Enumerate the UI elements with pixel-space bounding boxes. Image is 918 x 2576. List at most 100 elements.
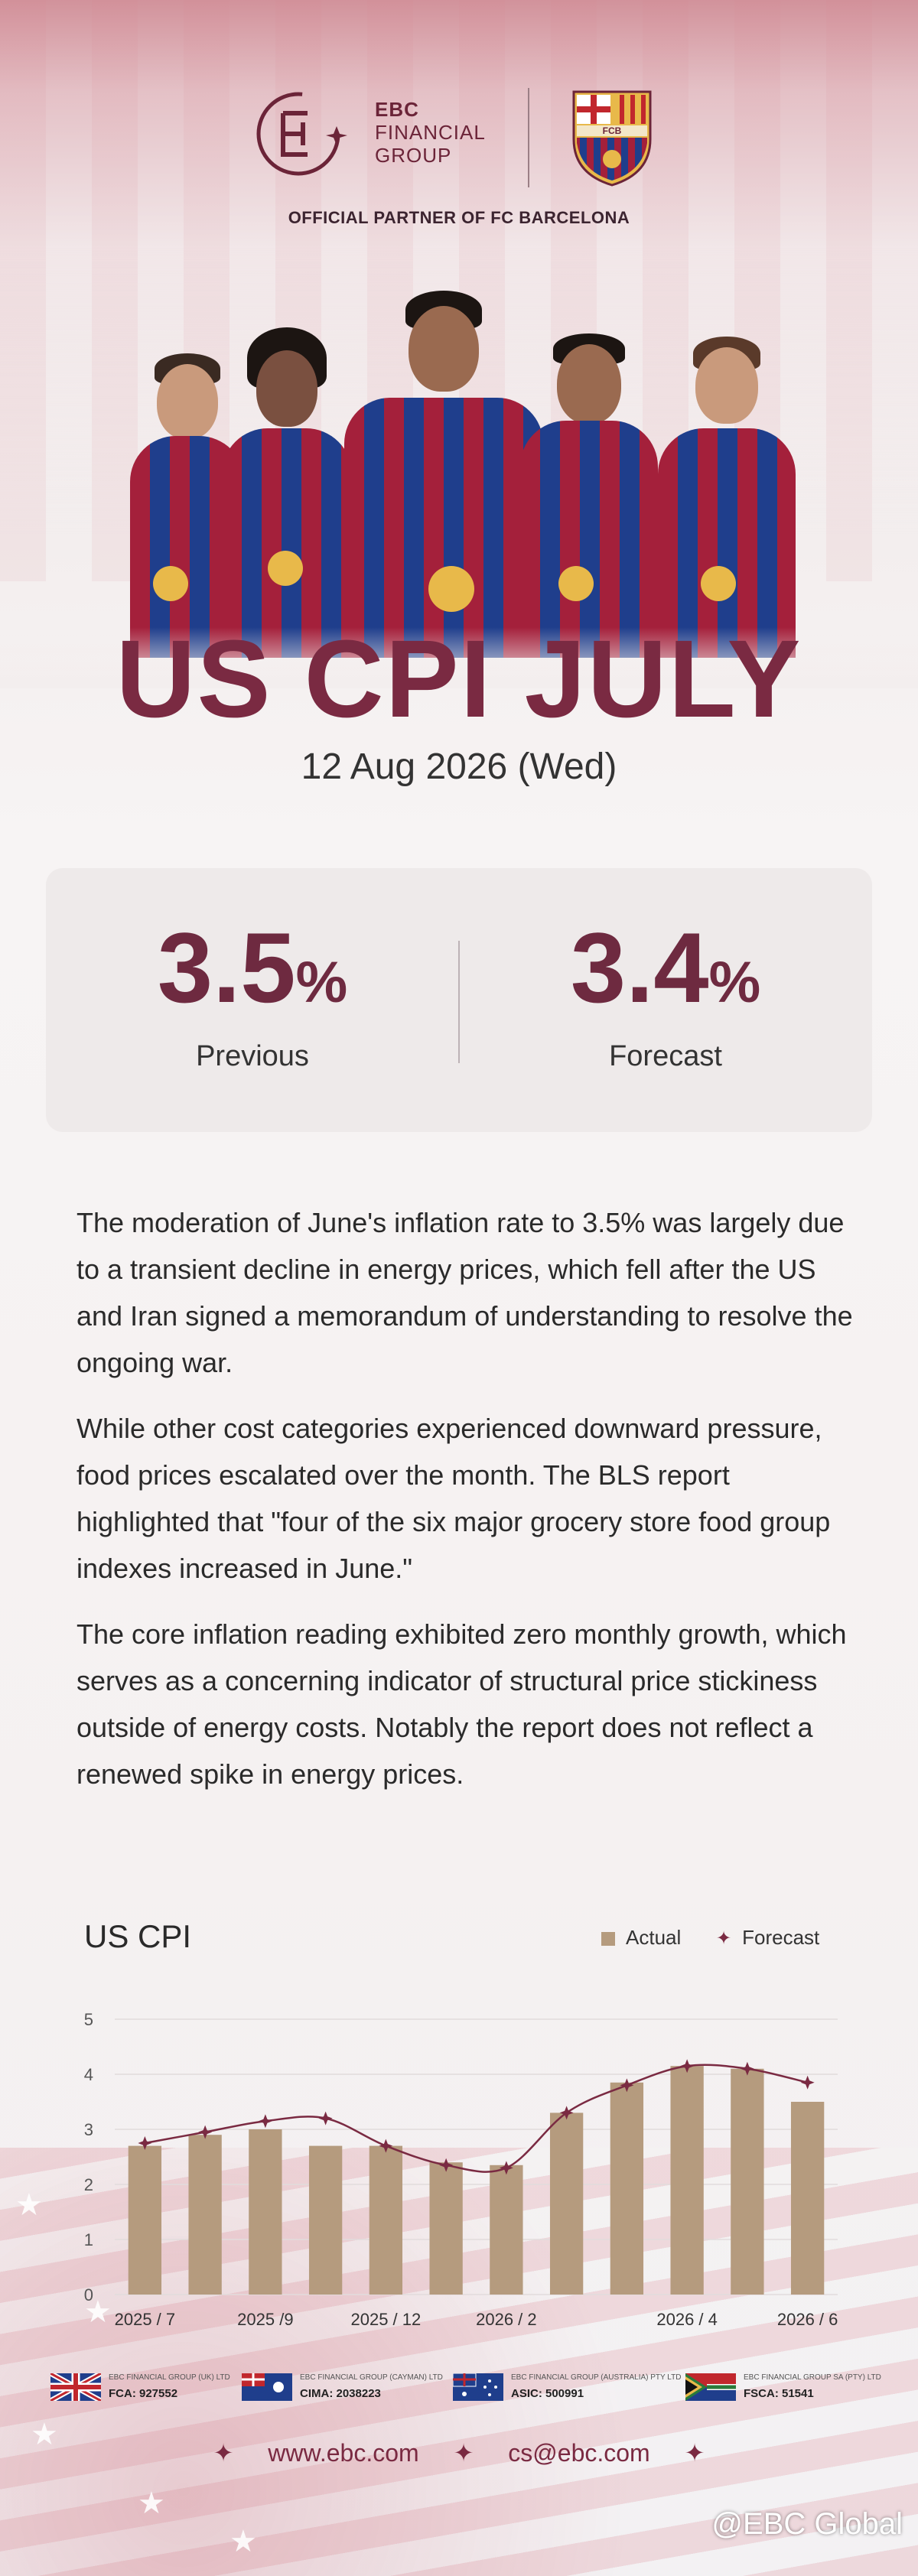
stats-divider	[458, 941, 460, 1063]
x-tick-label: 2026 / 2	[476, 2310, 537, 2325]
y-tick-label: 1	[84, 2230, 93, 2249]
y-tick-label: 5	[84, 2010, 93, 2029]
forecast-point	[198, 2125, 213, 2139]
bar	[308, 2145, 343, 2295]
bar	[610, 2082, 644, 2295]
ebc-logo-icon	[256, 92, 347, 176]
y-tick-label: 0	[84, 2285, 93, 2304]
legend-forecast: ✦ Forecast	[716, 1926, 819, 1950]
player-figure	[520, 314, 658, 658]
sparkle-icon: ✦	[453, 2439, 474, 2467]
previous-number: 3.5	[157, 912, 296, 1023]
event-date: 12 Aug 2026 (Wed)	[301, 746, 617, 787]
sparkle-icon: ✦	[213, 2439, 234, 2467]
watermark: @EBC Global	[711, 2507, 903, 2541]
forecast-line	[145, 2064, 808, 2173]
paragraph-2: While other cost categories experienced …	[76, 1413, 831, 1584]
forecast-point	[258, 2114, 272, 2129]
contact-bar: ✦ www.ebc.com ✦ cs@ebc.com ✦	[0, 2438, 918, 2467]
sparkle-icon: ✦	[684, 2439, 705, 2467]
x-tick-label: 2025 /9	[237, 2310, 293, 2325]
forecast-point	[318, 2111, 333, 2126]
bar	[369, 2145, 403, 2295]
website-link[interactable]: www.ebc.com	[268, 2439, 419, 2467]
paragraph-1: The moderation of June's inflation rate …	[76, 1207, 853, 1378]
logo-divider	[528, 88, 529, 187]
cpi-chart: 0 1 2 3 4 5 2025 / 7 2025 /9 2025 / 12 2026 / 2 20…	[84, 2010, 838, 2325]
legend-actual-label: Actual	[626, 1926, 682, 1949]
y-tick-label: 2	[84, 2175, 93, 2194]
paragraph-3: The core inflation reading exhibited zer…	[76, 1618, 847, 1790]
star-icon: ★	[31, 2417, 58, 2452]
forecast-number: 3.4	[570, 912, 709, 1023]
forecast-point	[680, 2059, 695, 2073]
partner-tagline: OFFICIAL PARTNER OF FC BARCELONA	[288, 208, 630, 227]
player-figure	[344, 291, 543, 658]
previous-stat: 3.5% Previous	[46, 868, 459, 1132]
bar	[128, 2145, 162, 2295]
forecast-point	[138, 2136, 152, 2150]
bar	[731, 2068, 764, 2295]
x-tick-label: 2026 / 6	[777, 2310, 838, 2325]
bar	[670, 2066, 704, 2295]
star-icon: ★	[230, 2524, 257, 2559]
forecast-point	[379, 2139, 393, 2153]
bar	[790, 2102, 825, 2295]
brand-line-2: FINANCIAL	[375, 121, 486, 144]
forecast-point	[559, 2106, 574, 2120]
forecast-unit: %	[708, 950, 761, 1015]
bar	[549, 2113, 584, 2295]
crest-text: FCB	[603, 125, 622, 136]
forecast-point	[499, 2161, 513, 2175]
stats-card: 3.5% Previous 3.4% Forecast	[46, 868, 872, 1132]
legend-actual: Actual	[601, 1926, 681, 1950]
y-tick-label: 4	[84, 2065, 93, 2084]
forecast-stat: 3.4% Forecast	[459, 868, 872, 1132]
legend-star-icon: ✦	[716, 1928, 732, 1949]
previous-unit: %	[295, 950, 348, 1015]
regulator-license: CIMA: 2038223	[300, 2387, 381, 2400]
legend-bar-swatch	[601, 1932, 615, 1947]
player-figure	[658, 321, 796, 658]
cayman-flag-icon	[242, 2373, 292, 2401]
south-africa-flag-icon	[685, 2373, 736, 2401]
bar	[429, 2162, 463, 2295]
regulator-license: FSCA: 51541	[744, 2387, 814, 2400]
previous-label: Previous	[196, 1040, 309, 1072]
regulator-license: FCA: 927552	[109, 2387, 178, 2400]
fc-barcelona-crest-icon: FCB	[572, 90, 652, 187]
regulator-entity: EBC FINANCIAL GROUP (CAYMAN) LTD	[300, 2373, 443, 2382]
bar	[188, 2135, 222, 2295]
chart-title: US CPI	[84, 1918, 192, 1954]
ebc-brand-text: EBC FINANCIAL GROUP	[375, 98, 513, 167]
forecast-point	[740, 2061, 754, 2076]
legend-forecast-label: Forecast	[742, 1926, 820, 1949]
previous-value: 3.5%	[46, 910, 459, 1040]
uk-flag-icon	[50, 2373, 101, 2401]
regulator-license: ASIC: 500991	[511, 2387, 584, 2400]
forecast-point	[800, 2075, 815, 2090]
forecast-point	[620, 2078, 634, 2093]
x-tick-label: 2026 / 4	[656, 2310, 718, 2325]
event-title: US CPI JULY	[116, 617, 802, 740]
star-icon: ★	[15, 2187, 43, 2223]
forecast-label: Forecast	[609, 1040, 722, 1072]
bar	[249, 2129, 282, 2295]
forecast-point	[439, 2158, 454, 2172]
x-tick-label: 2025 / 7	[115, 2310, 176, 2325]
players-fade	[0, 627, 918, 688]
players-image	[122, 291, 826, 658]
x-tick-label: 2025 / 12	[351, 2310, 422, 2325]
bar	[490, 2165, 523, 2295]
regulator-entity: EBC FINANCIAL GROUP (AUSTRALIA) PTY LTD	[511, 2373, 682, 2382]
email-link[interactable]: cs@ebc.com	[508, 2439, 650, 2467]
brand-line-1: EBC	[375, 98, 419, 121]
regulator-entity: EBC FINANCIAL GROUP SA (PTY) LTD	[744, 2373, 881, 2382]
brand-line-3: GROUP	[375, 144, 452, 167]
player-figure	[222, 321, 352, 658]
y-tick-label: 3	[84, 2120, 93, 2139]
australia-flag-icon	[453, 2373, 503, 2401]
star-icon: ★	[84, 2295, 112, 2330]
regulator-entity: EBC FINANCIAL GROUP (UK) LTD	[109, 2373, 230, 2382]
star-icon: ★	[138, 2486, 165, 2521]
